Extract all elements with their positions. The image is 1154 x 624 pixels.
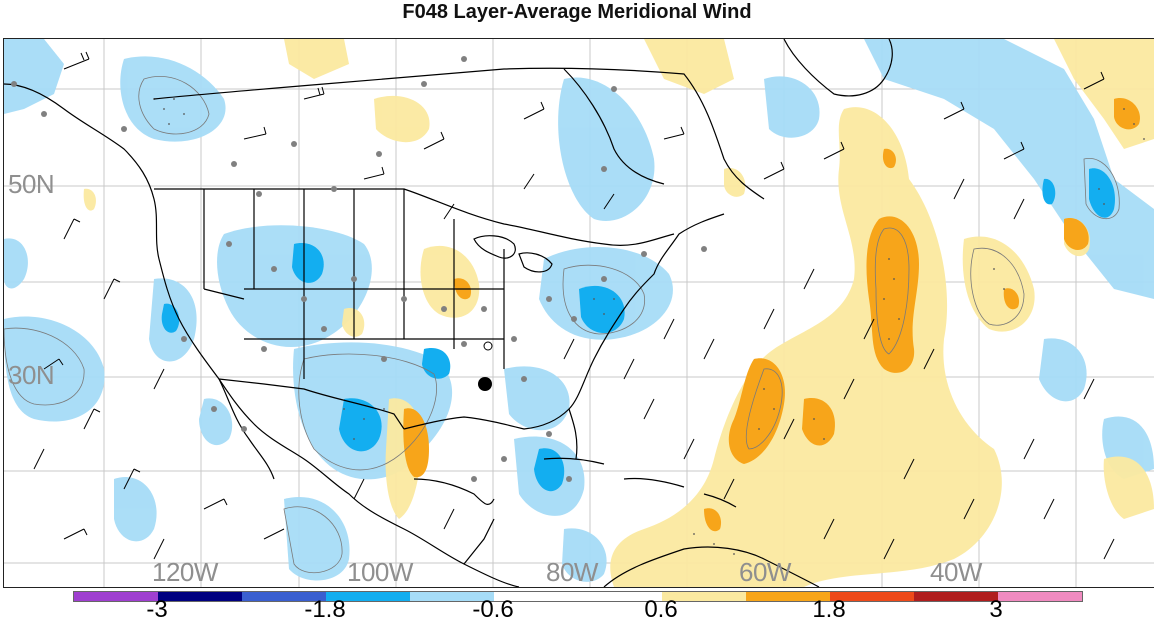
lon-label-60w: 60W — [739, 557, 791, 587]
meridional-wind-map — [4, 39, 1154, 587]
tropical-cyclone-marker — [478, 377, 492, 391]
map-panel: 50N 30N 120W 100W 80W 60W 40W — [3, 38, 1154, 588]
colorbar-label-neg0-6: -0.6 — [472, 596, 514, 623]
colorbar — [73, 591, 1083, 602]
significance-stipple — [153, 98, 1145, 555]
colorbar-label-0-6: 0.6 — [644, 596, 678, 623]
lat-label-30n: 30N — [8, 360, 55, 390]
colorbar-swatch — [662, 592, 746, 601]
colorbar-swatch — [326, 592, 410, 601]
colorbar-label-1-8: 1.8 — [812, 596, 846, 623]
positive-anomaly-strong — [403, 98, 1140, 532]
colorbar-swatch — [914, 592, 998, 601]
colorbar-swatch — [242, 592, 326, 601]
station-markers — [11, 56, 707, 482]
colorbar-swatch — [998, 592, 1082, 601]
lon-label-80w: 80W — [546, 557, 598, 587]
colorbar-swatch — [746, 592, 830, 601]
colorbar-swatch — [494, 592, 578, 601]
colorbar-swatch — [578, 592, 662, 601]
colorbar-label-3: 3 — [989, 596, 1003, 623]
colorbar-label-neg3: -3 — [146, 596, 168, 623]
open-station-marker — [483, 341, 493, 351]
colorbar-swatch — [830, 592, 914, 601]
contour-lines — [4, 76, 1120, 573]
lon-label-100w: 100W — [347, 557, 413, 587]
lon-label-40w: 40W — [930, 557, 982, 587]
lat-label-50n: 50N — [8, 169, 55, 199]
colorbar-swatch — [158, 592, 242, 601]
lon-label-120w: 120W — [152, 557, 218, 587]
colorbar-label-neg1-8: -1.8 — [304, 596, 346, 623]
colorbar-swatch — [74, 592, 158, 601]
wind-barbs — [33, 51, 1115, 560]
colorbar-swatch — [410, 592, 494, 601]
coastlines-and-borders — [4, 39, 893, 587]
map-title: F048 Layer-Average Meridional Wind — [402, 1, 752, 23]
